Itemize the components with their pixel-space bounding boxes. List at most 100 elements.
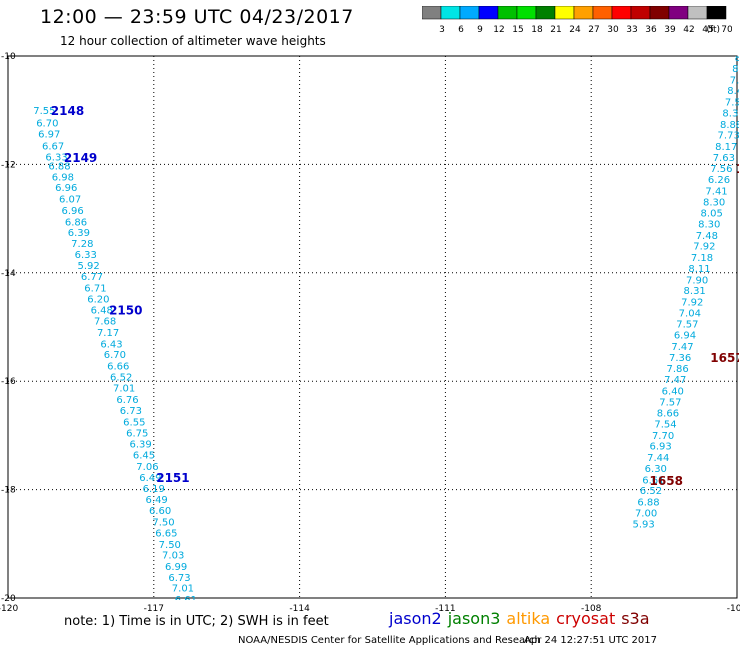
colorbar-label: 3: [439, 25, 445, 35]
colorbar-label: 12: [493, 25, 504, 35]
pass-number-label: 2149: [64, 151, 97, 165]
colorbar-label: 18: [531, 25, 543, 35]
wave-height-label: 5.93: [633, 520, 655, 531]
wave-height-label: 6.65: [155, 528, 177, 539]
wave-height-label: 6.39: [130, 440, 152, 451]
wave-height-label: 7.63: [713, 153, 735, 164]
wave-height-label: 8.69: [732, 64, 740, 75]
pass-number-label: 2148: [51, 104, 84, 118]
x-tick-label: -105: [727, 604, 740, 614]
wave-height-label: 6.39: [68, 228, 90, 239]
legend-cryosat: cryosat: [556, 609, 616, 628]
wave-height-label: 6.19: [143, 484, 165, 495]
satellite-legend: jason2 jason3 altika cryosat s3a: [389, 609, 656, 628]
wave-height-label: 8.30: [703, 197, 725, 208]
y-tick-label: -20: [1, 594, 16, 604]
wave-height-label: 6.52: [110, 372, 132, 383]
wave-height-label: 8.66: [657, 409, 679, 420]
x-tick-label: -108: [581, 604, 602, 614]
footer-credit: NOAA/NESDIS Center for Satellite Applica…: [238, 635, 541, 646]
colorbar-label: 24: [569, 25, 581, 35]
wave-height-label: 6.99: [165, 562, 187, 573]
wave-height-label: 6.55: [123, 417, 145, 428]
wave-height-label: 6.94: [674, 331, 696, 342]
wave-height-label: 6.48: [91, 306, 113, 317]
wave-height-label: 7.92: [693, 242, 715, 253]
colorbar-label: 27: [588, 25, 599, 35]
pass-number-label: 2150: [109, 304, 142, 318]
wave-height-label: 7.18: [691, 253, 713, 264]
pass-number-label: 1657: [710, 351, 740, 365]
colorbar-swatch: [706, 6, 727, 20]
colorbar-label: 15: [512, 25, 523, 35]
legend-s3a: s3a: [621, 609, 650, 628]
wave-height-label: 7.90: [686, 275, 708, 286]
wave-height-label: 7.44: [647, 453, 669, 464]
wave-height-label: 7.48: [696, 231, 718, 242]
wave-height-label: 7.86: [667, 364, 689, 375]
wave-height-label: 5.92: [77, 261, 99, 272]
wave-height-label: 6.93: [650, 442, 672, 453]
wave-height-label: 7.04: [679, 308, 701, 319]
x-tick-label: -120: [0, 604, 18, 614]
wave-height-label: 6.49: [146, 495, 168, 506]
wave-height-label: 6.73: [168, 573, 190, 584]
wave-height-label: 7.62: [730, 75, 740, 86]
wave-height-label: 6.75: [126, 429, 148, 440]
wave-height-label: 6.88: [637, 498, 659, 509]
wave-height-label: 8.42: [727, 86, 740, 97]
x-tick-label: -114: [289, 604, 310, 614]
wave-height-label: 6.07: [59, 195, 81, 206]
colorbar-label: 6: [458, 25, 464, 35]
wave-height-label: 6.96: [61, 206, 83, 217]
wave-height-label: 6.40: [662, 386, 684, 397]
wave-height-label: 8.17: [715, 142, 737, 153]
wave-height-label: 7.03: [162, 551, 184, 562]
wave-height-label: 7.50: [159, 540, 181, 551]
wave-height-label: 6.88: [48, 161, 70, 172]
pass-number-label: 2151: [156, 471, 189, 485]
colorbar-label: 36: [645, 25, 657, 35]
wave-height-label: 7.50: [152, 518, 174, 529]
wave-height-label: 6.70: [36, 119, 58, 130]
wave-height-label: 6.60: [149, 506, 171, 517]
chart-title: 12:00 — 23:59 UTC 04/23/2017: [40, 6, 354, 28]
wave-height-label: 8.05: [701, 209, 723, 220]
wave-height-label: 7.55: [33, 106, 55, 117]
wave-height-label: 6.67: [42, 141, 64, 152]
wave-height-label: 7.57: [676, 320, 698, 331]
wave-height-label: 7.41: [705, 186, 727, 197]
wave-height-label: 7.17: [97, 328, 119, 339]
wave-height-label: 6.30: [645, 464, 667, 475]
colorbar-label: 42: [683, 25, 694, 35]
y-tick-label: -16: [1, 377, 16, 387]
wave-height-label: 6.43: [100, 339, 122, 350]
wave-height-colorbar: 3 6 9 12 15 18 21 24 27 30 33 36 39 42 45 70(ft): [422, 6, 732, 35]
wave-height-label: 6.61: [642, 475, 664, 486]
wave-height-label: 6.33: [75, 250, 97, 261]
colorbar-label: 45: [702, 25, 713, 35]
wave-height-label: 6.77: [81, 272, 103, 283]
y-tick-label: -10: [1, 52, 16, 62]
wave-height-label: 7.54: [654, 419, 676, 430]
wave-height-label: 7.56: [710, 164, 732, 175]
wave-height-label: 7.00: [635, 508, 657, 519]
pass-number-label: 1658: [650, 474, 683, 488]
colorbar-label: 30: [607, 25, 619, 35]
wave-height-label: 6.49: [139, 473, 161, 484]
colorbar-label: 9: [477, 25, 483, 35]
wave-height-label: 7.73: [718, 131, 740, 142]
wave-height-label: 7.70: [652, 431, 674, 442]
wave-height-label: 6.97: [38, 130, 60, 141]
wave-height-label: 7.57: [659, 397, 681, 408]
wave-height-label: 8.31: [722, 108, 740, 119]
wave-height-label: 6.76: [116, 395, 138, 406]
wave-height-label: 7.28: [71, 239, 93, 250]
wave-height-label: 6.61: [175, 595, 197, 606]
wave-height-label: 6.45: [133, 450, 155, 461]
wave-height-label: 6.70: [104, 350, 126, 361]
colorbar-unit: (ft): [706, 25, 720, 35]
x-tick-label: -111: [435, 604, 455, 614]
wave-height-label: 6.66: [107, 361, 129, 372]
colorbar-label: 70: [721, 25, 732, 35]
